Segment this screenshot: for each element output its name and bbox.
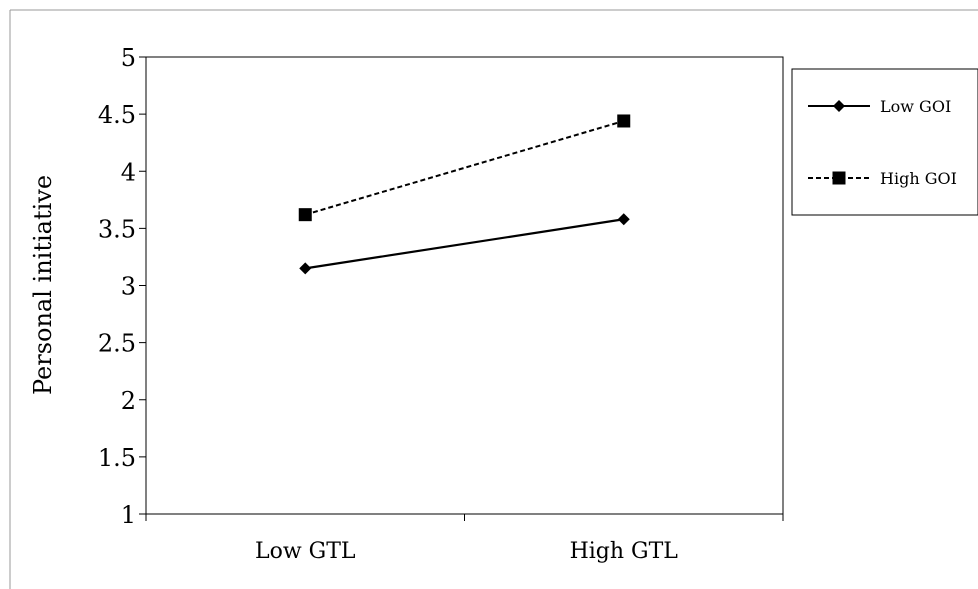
series-layer [298,114,631,275]
plot-area [145,56,784,515]
series-low-goi [299,213,630,275]
legend-marker [832,171,846,185]
y-tick-label: 2 [121,387,136,415]
y-tick-label: 1 [121,501,136,529]
x-axis-ticks [145,514,784,521]
y-axis-ticks [139,56,146,515]
data-point [617,114,631,128]
y-axis-label: Personal initiative [29,175,57,395]
x-tick-label: Low GTL [255,539,356,564]
y-tick-label: 3 [121,273,136,301]
series-line [304,120,625,216]
data-point [298,208,312,222]
y-tick-label: 3.5 [98,215,136,243]
legend-item: High GOI [808,169,957,188]
data-point [617,213,630,226]
legend-box [791,68,978,216]
data-point [299,262,312,275]
series-high-goi [298,114,631,222]
y-tick-label: 2.5 [98,330,136,358]
legend-label: High GOI [880,169,957,188]
legend-label: Low GOI [880,97,951,116]
x-axis-tick-labels: Low GTL High GTL [255,539,678,564]
y-axis-tick-labels: 1 1.5 2 2.5 3 3.5 4 4.5 5 [98,44,136,529]
x-tick-label: High GTL [570,539,679,564]
legend-item: Low GOI [808,97,951,116]
legend-marker [833,100,845,112]
series-line [305,218,624,270]
y-tick-label: 4.5 [98,101,136,129]
legend: Low GOI High GOI [808,97,957,188]
y-tick-label: 1.5 [98,444,136,472]
y-tick-label: 4 [121,158,136,186]
y-tick-label: 5 [121,44,136,72]
